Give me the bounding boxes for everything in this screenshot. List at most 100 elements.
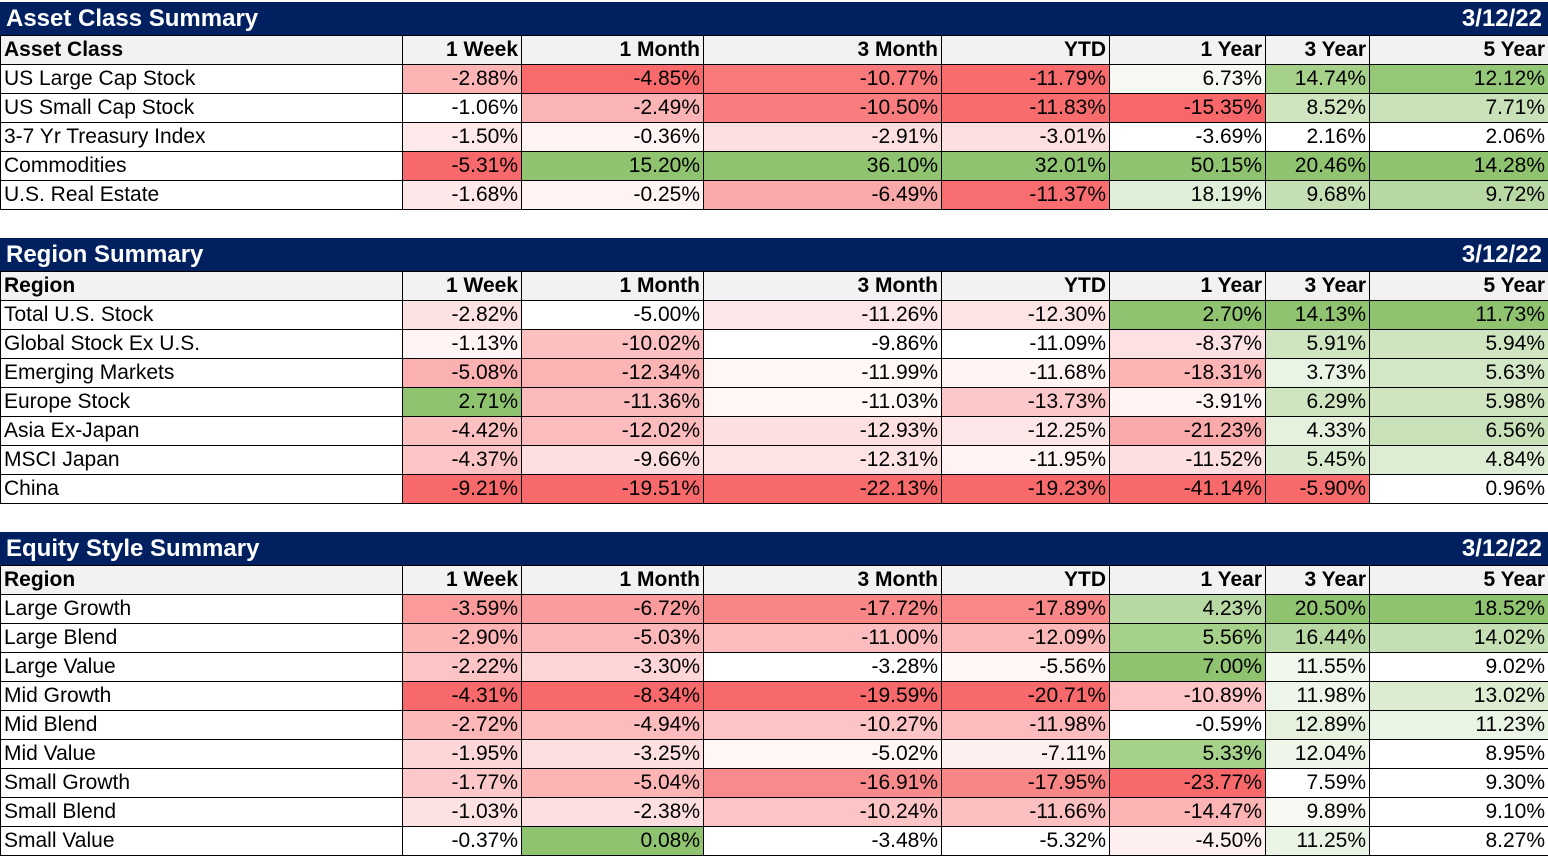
row-label: China bbox=[1, 475, 403, 504]
value-cell-1-month: -11.36% bbox=[522, 388, 704, 417]
row-label: Asia Ex-Japan bbox=[1, 417, 403, 446]
value-cell-3-month: -12.31% bbox=[704, 446, 942, 475]
value-cell-1-year: 18.19% bbox=[1110, 181, 1266, 210]
value-cell-3-year: 20.50% bbox=[1266, 595, 1370, 624]
value-cell-1-week: -0.37% bbox=[403, 827, 522, 856]
table-row: Commodities-5.31%15.20%36.10%32.01%50.15… bbox=[1, 152, 1548, 181]
value-cell-3-month: -3.28% bbox=[704, 653, 942, 682]
table-row: Total U.S. Stock-2.82%-5.00%-11.26%-12.3… bbox=[1, 301, 1548, 330]
value-cell-1-week: -1.13% bbox=[403, 330, 522, 359]
value-cell-5-year: 14.02% bbox=[1370, 624, 1548, 653]
value-cell-1-year: -18.31% bbox=[1110, 359, 1266, 388]
value-cell-5-year: 0.96% bbox=[1370, 475, 1548, 504]
value-cell-3-year: 5.45% bbox=[1266, 446, 1370, 475]
value-cell-3-year: 3.73% bbox=[1266, 359, 1370, 388]
value-cell-3-year: -5.90% bbox=[1266, 475, 1370, 504]
value-cell-3-year: 11.55% bbox=[1266, 653, 1370, 682]
value-cell-1-year: 5.56% bbox=[1110, 624, 1266, 653]
table-row: Emerging Markets-5.08%-12.34%-11.99%-11.… bbox=[1, 359, 1548, 388]
table-row: Large Growth-3.59%-6.72%-17.72%-17.89%4.… bbox=[1, 595, 1548, 624]
value-cell-5-year: 5.94% bbox=[1370, 330, 1548, 359]
value-cell-5-year: 11.73% bbox=[1370, 301, 1548, 330]
value-cell-1-month: -5.00% bbox=[522, 301, 704, 330]
value-cell-ytd: -17.95% bbox=[942, 769, 1110, 798]
value-cell-5-year: 8.95% bbox=[1370, 740, 1548, 769]
value-cell-1-year: -3.69% bbox=[1110, 123, 1266, 152]
row-label: Emerging Markets bbox=[1, 359, 403, 388]
value-cell-3-year: 16.44% bbox=[1266, 624, 1370, 653]
value-cell-1-week: -9.21% bbox=[403, 475, 522, 504]
column-header-3-month: 3 Month bbox=[704, 272, 942, 301]
value-cell-1-month: -12.34% bbox=[522, 359, 704, 388]
value-cell-1-month: -4.85% bbox=[522, 65, 704, 94]
table-row: US Large Cap Stock-2.88%-4.85%-10.77%-11… bbox=[1, 65, 1548, 94]
value-cell-1-month: -5.04% bbox=[522, 769, 704, 798]
value-cell-1-week: -2.88% bbox=[403, 65, 522, 94]
value-cell-3-month: -11.00% bbox=[704, 624, 942, 653]
value-cell-3-month: -10.50% bbox=[704, 94, 942, 123]
value-cell-3-year: 7.59% bbox=[1266, 769, 1370, 798]
column-header-1-week: 1 Week bbox=[403, 566, 522, 595]
value-cell-ytd: -11.95% bbox=[942, 446, 1110, 475]
value-cell-3-year: 14.74% bbox=[1266, 65, 1370, 94]
value-cell-ytd: -7.11% bbox=[942, 740, 1110, 769]
value-cell-1-month: -8.34% bbox=[522, 682, 704, 711]
value-cell-1-month: -10.02% bbox=[522, 330, 704, 359]
value-cell-1-month: 15.20% bbox=[522, 152, 704, 181]
row-label: Large Value bbox=[1, 653, 403, 682]
value-cell-3-year: 4.33% bbox=[1266, 417, 1370, 446]
column-header-1-month: 1 Month bbox=[522, 272, 704, 301]
table-row: Mid Value-1.95%-3.25%-5.02%-7.11%5.33%12… bbox=[1, 740, 1548, 769]
value-cell-5-year: 5.98% bbox=[1370, 388, 1548, 417]
column-header-ytd: YTD bbox=[942, 566, 1110, 595]
value-cell-ytd: -17.89% bbox=[942, 595, 1110, 624]
value-cell-ytd: -11.98% bbox=[942, 711, 1110, 740]
value-cell-3-year: 11.25% bbox=[1266, 827, 1370, 856]
row-label: US Large Cap Stock bbox=[1, 65, 403, 94]
value-cell-1-month: -12.02% bbox=[522, 417, 704, 446]
column-header-1-month: 1 Month bbox=[522, 566, 704, 595]
value-cell-5-year: 9.72% bbox=[1370, 181, 1548, 210]
value-cell-1-week: -5.08% bbox=[403, 359, 522, 388]
value-cell-1-month: -9.66% bbox=[522, 446, 704, 475]
column-header-1-month: 1 Month bbox=[522, 36, 704, 65]
value-cell-1-week: -2.90% bbox=[403, 624, 522, 653]
value-cell-3-month: -11.99% bbox=[704, 359, 942, 388]
value-cell-1-year: 2.70% bbox=[1110, 301, 1266, 330]
value-cell-3-year: 11.98% bbox=[1266, 682, 1370, 711]
column-header-3-month: 3 Month bbox=[704, 36, 942, 65]
row-label: Mid Value bbox=[1, 740, 403, 769]
value-cell-1-month: -0.25% bbox=[522, 181, 704, 210]
value-cell-3-year: 14.13% bbox=[1266, 301, 1370, 330]
value-cell-3-month: -6.49% bbox=[704, 181, 942, 210]
value-cell-3-year: 2.16% bbox=[1266, 123, 1370, 152]
value-cell-1-year: -3.91% bbox=[1110, 388, 1266, 417]
value-cell-1-year: 50.15% bbox=[1110, 152, 1266, 181]
value-cell-1-year: 4.23% bbox=[1110, 595, 1266, 624]
row-label: Commodities bbox=[1, 152, 403, 181]
value-cell-5-year: 6.56% bbox=[1370, 417, 1548, 446]
row-label: MSCI Japan bbox=[1, 446, 403, 475]
value-cell-3-year: 12.89% bbox=[1266, 711, 1370, 740]
value-cell-3-year: 9.89% bbox=[1266, 798, 1370, 827]
table-row: MSCI Japan-4.37%-9.66%-12.31%-11.95%-11.… bbox=[1, 446, 1548, 475]
column-header-1-year: 1 Year bbox=[1110, 566, 1266, 595]
column-header-ytd: YTD bbox=[942, 36, 1110, 65]
row-label: Large Blend bbox=[1, 624, 403, 653]
row-label: US Small Cap Stock bbox=[1, 94, 403, 123]
value-cell-3-year: 12.04% bbox=[1266, 740, 1370, 769]
value-cell-1-month: -2.49% bbox=[522, 94, 704, 123]
row-label: Total U.S. Stock bbox=[1, 301, 403, 330]
value-cell-5-year: 2.06% bbox=[1370, 123, 1548, 152]
value-cell-1-year: -21.23% bbox=[1110, 417, 1266, 446]
section-date: 3/12/22 bbox=[1462, 5, 1542, 33]
value-cell-1-week: -2.22% bbox=[403, 653, 522, 682]
table-row: 3-7 Yr Treasury Index-1.50%-0.36%-2.91%-… bbox=[1, 123, 1548, 152]
value-cell-1-week: -1.95% bbox=[403, 740, 522, 769]
